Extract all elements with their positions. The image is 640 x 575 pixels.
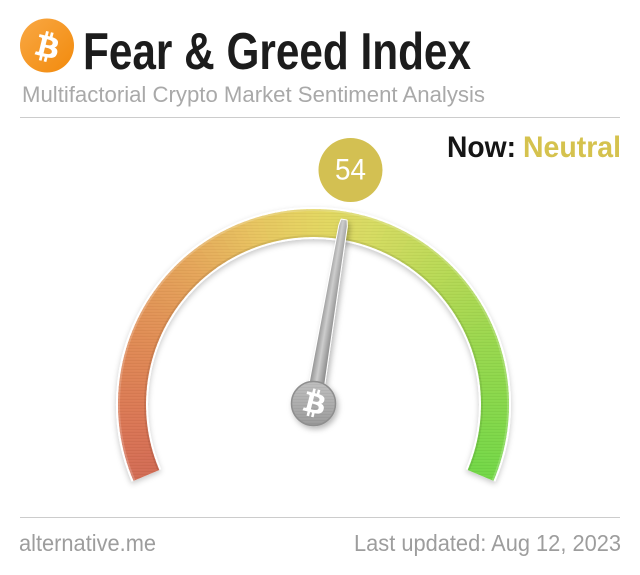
svg-text:Fear & Greed Index: Fear & Greed Index (83, 22, 471, 80)
svg-text:Now:: Now: (447, 131, 516, 164)
svg-text:alternative.me: alternative.me (19, 530, 156, 556)
svg-text:Last updated: Aug 12, 2023: Last updated: Aug 12, 2023 (354, 530, 621, 556)
svg-text:Neutral: Neutral (523, 131, 621, 164)
svg-text:Multifactorial Crypto Market S: Multifactorial Crypto Market Sentiment A… (22, 82, 485, 107)
svg-text:54: 54 (335, 154, 366, 187)
